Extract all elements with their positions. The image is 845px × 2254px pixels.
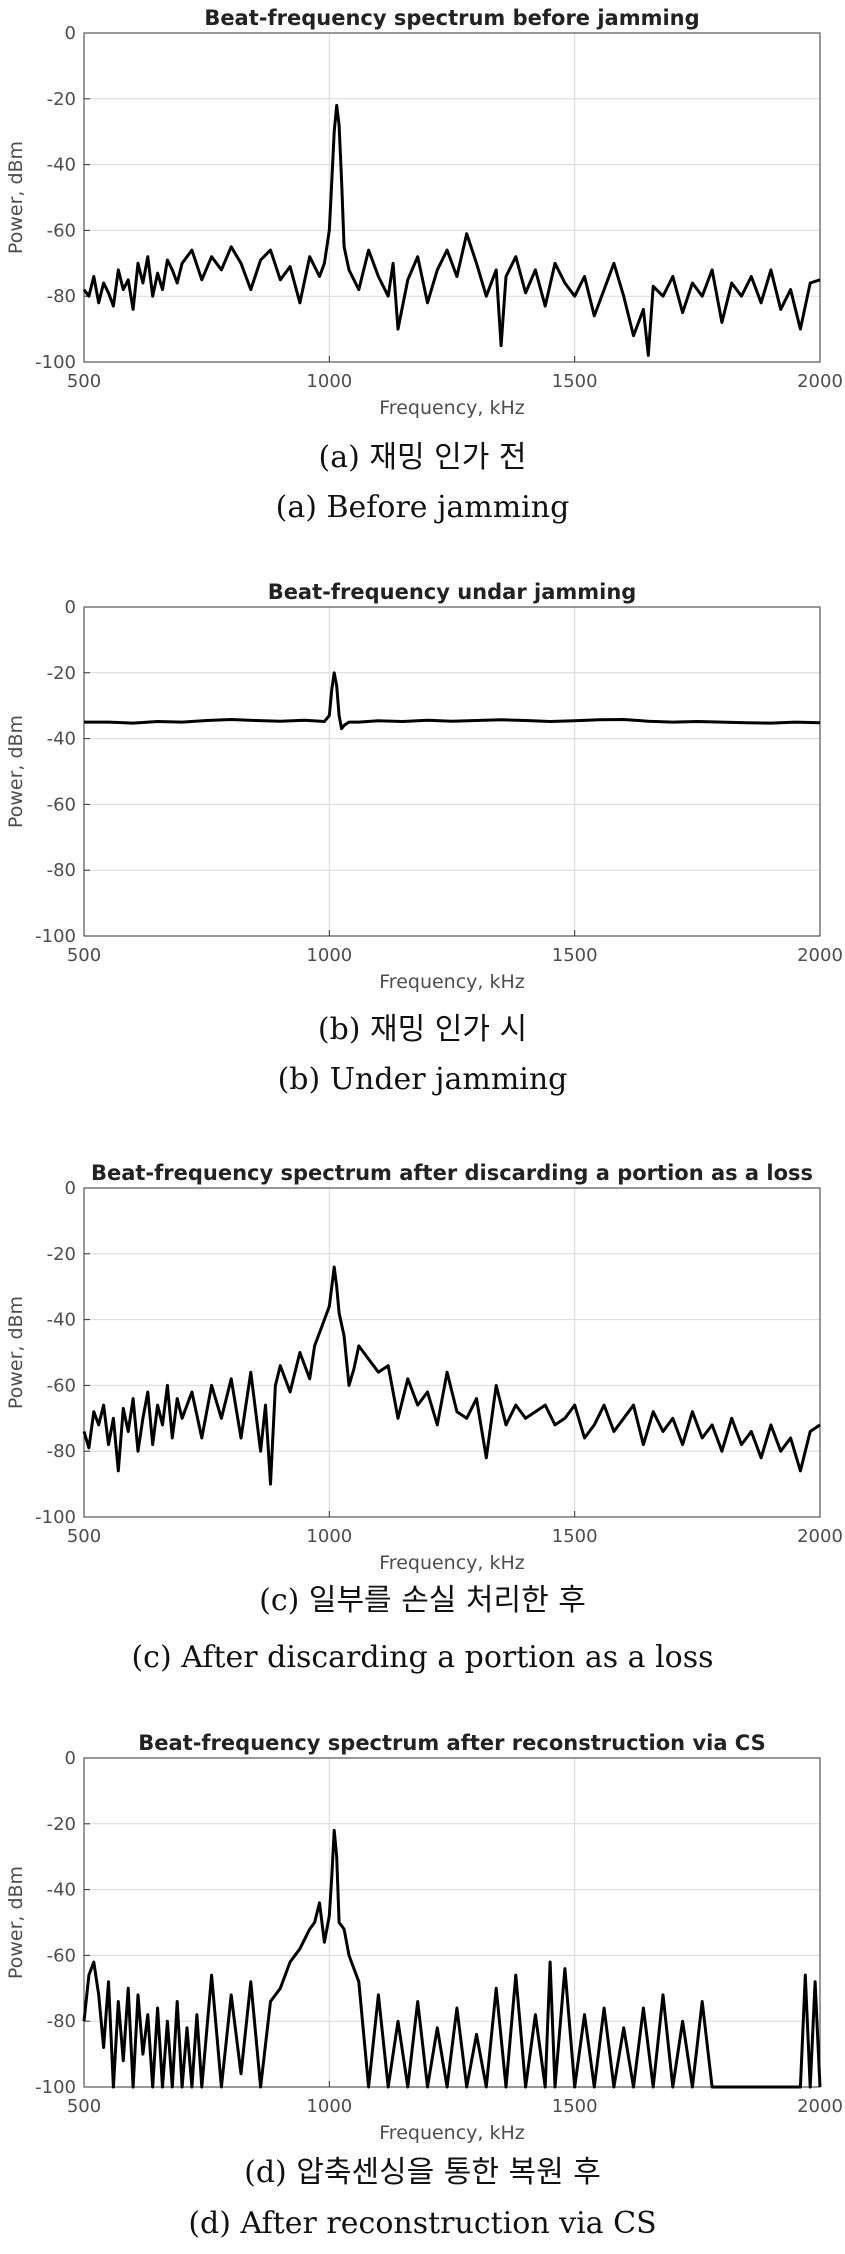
- y-tick-label: -20: [47, 89, 76, 110]
- caption-b-korean: (b) 재밍 인가 시: [317, 1012, 528, 1047]
- plot-frame: [83, 606, 821, 937]
- y-tick-label: -60: [47, 794, 76, 815]
- y-tick-label: -40: [47, 1880, 76, 1901]
- spectrum-line: [84, 671, 821, 731]
- y-tick-label: -100: [35, 352, 76, 373]
- caption-d-korean: (d) 압축센싱을 통한 복원 후: [244, 2155, 601, 2190]
- x-tick-label: 2000: [797, 2096, 843, 2117]
- plot-area: [84, 1188, 820, 1517]
- y-tick-label: -20: [47, 1244, 76, 1265]
- x-tick-label: 1000: [306, 945, 352, 966]
- x-tick-label: 500: [67, 2096, 101, 2117]
- chart-title: Beat-frequency undar jamming: [268, 580, 637, 604]
- y-tick-label: -80: [47, 1441, 76, 1462]
- y-tick-label: -20: [47, 663, 76, 684]
- chart-b: 500 1000 1500 2000 0 -20 -40 -60 -80 -100 Beat-fre…: [5, 580, 843, 993]
- y-tick-label: -40: [47, 729, 76, 750]
- y-axis-label: Power, dBm: [5, 1866, 27, 1979]
- x-tick-label: 1500: [552, 371, 598, 392]
- x-tick-label: 1000: [306, 1526, 352, 1547]
- plot-area: [84, 607, 820, 936]
- caption-b-english: (b) Under jamming: [277, 1062, 568, 1097]
- x-tick-label: 1000: [306, 2096, 352, 2117]
- plot-frame: [83, 1187, 821, 1518]
- x-tick-label: 1500: [552, 2096, 598, 2117]
- x-axis-label: Frequency, kHz: [379, 397, 525, 419]
- x-axis-label: Frequency, kHz: [379, 2122, 525, 2144]
- caption-c-english: (c) After discarding a portion as a loss: [131, 1640, 714, 1675]
- spectrum-line: [82, 1828, 822, 2089]
- x-tick-label: 500: [67, 371, 101, 392]
- y-tick-label: -40: [47, 155, 76, 176]
- spectrum-line: [82, 103, 821, 357]
- y-tick-label: -80: [47, 286, 76, 307]
- x-tick-label: 500: [67, 1526, 101, 1547]
- y-tick-label: -100: [35, 926, 76, 947]
- chart-d: 500 1000 1500 2000 0 -20 -40 -60 -80 -100 Beat-fre…: [5, 1731, 843, 2144]
- y-tick-label: -100: [35, 1507, 76, 1528]
- x-axis-label: Frequency, kHz: [379, 971, 525, 993]
- y-tick-label: -80: [47, 860, 76, 881]
- x-tick-label: 1500: [552, 945, 598, 966]
- caption-c-korean: (c) 일부를 손실 처리한 후: [259, 1583, 586, 1618]
- y-tick-label: -20: [47, 1814, 76, 1835]
- caption-a-korean: (a) 재밍 인가 전: [318, 440, 527, 475]
- y-tick-label: 0: [65, 597, 76, 618]
- y-tick-label: 0: [65, 1748, 76, 1769]
- x-tick-label: 2000: [797, 945, 843, 966]
- y-axis-label: Power, dBm: [5, 141, 27, 254]
- plot-frame: [83, 32, 821, 363]
- chart-c: 500 1000 1500 2000 0 -20 -40 -60 -80 -100 Beat-fre…: [5, 1161, 843, 1574]
- x-tick-label: 2000: [797, 1526, 843, 1547]
- y-axis-label: Power, dBm: [5, 715, 27, 828]
- y-tick-label: -60: [47, 220, 76, 241]
- caption-d-english: (d) After reconstruction via CS: [188, 2206, 657, 2241]
- caption-a-english: (a) Before jamming: [275, 490, 570, 525]
- y-tick-label: -100: [35, 2077, 76, 2098]
- chart-title: Beat-frequency spectrum after discarding…: [91, 1161, 813, 1185]
- chart-title: Beat-frequency spectrum after reconstruc…: [138, 1731, 766, 1755]
- plot-frame: [83, 1757, 821, 2088]
- chart-a: 500 1000 1500 2000 0 -20 -40 -60 -80 -100 Beat-fre…: [5, 6, 843, 419]
- x-tick-label: 1500: [552, 1526, 598, 1547]
- x-tick-label: 2000: [797, 371, 843, 392]
- y-tick-label: -40: [47, 1310, 76, 1331]
- y-tick-label: -80: [47, 2011, 76, 2032]
- x-tick-label: 1000: [306, 371, 352, 392]
- spectrum-line: [82, 1265, 821, 1486]
- y-tick-label: -60: [47, 1375, 76, 1396]
- y-tick-label: 0: [65, 23, 76, 44]
- y-tick-label: -60: [47, 1945, 76, 1966]
- chart-title: Beat-frequency spectrum before jamming: [204, 6, 699, 30]
- x-tick-label: 500: [67, 945, 101, 966]
- plot-area: [84, 33, 820, 362]
- y-axis-label: Power, dBm: [5, 1296, 27, 1409]
- x-axis-label: Frequency, kHz: [379, 1552, 525, 1574]
- y-tick-label: 0: [65, 1178, 76, 1199]
